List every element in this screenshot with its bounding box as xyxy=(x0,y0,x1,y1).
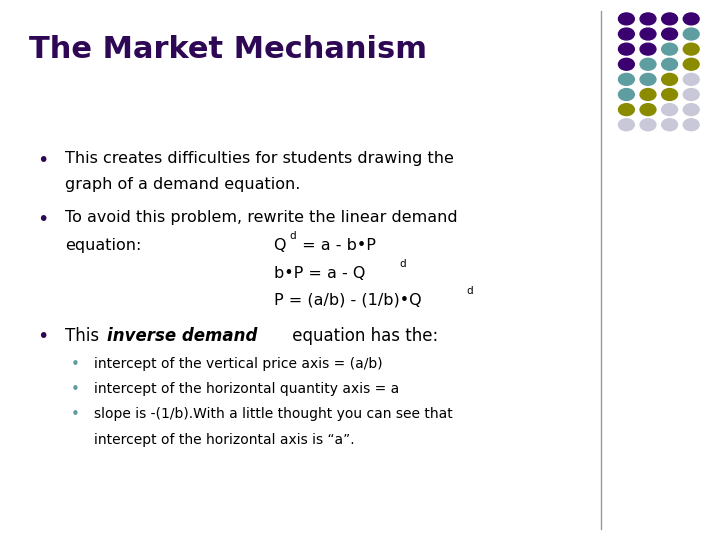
Circle shape xyxy=(640,89,656,100)
Text: •: • xyxy=(71,357,80,373)
Text: equation:: equation: xyxy=(65,238,141,253)
Circle shape xyxy=(640,73,656,85)
Text: d: d xyxy=(289,231,296,241)
Circle shape xyxy=(618,28,634,40)
Circle shape xyxy=(640,119,656,131)
Text: = a - b•P: = a - b•P xyxy=(297,238,376,253)
Text: This creates difficulties for students drawing the: This creates difficulties for students d… xyxy=(65,151,454,166)
Circle shape xyxy=(683,28,699,40)
Circle shape xyxy=(618,43,634,55)
Text: d: d xyxy=(467,286,473,296)
Text: •: • xyxy=(71,407,80,422)
Text: equation has the:: equation has the: xyxy=(287,327,438,345)
Circle shape xyxy=(683,119,699,131)
Circle shape xyxy=(618,119,634,131)
Text: intercept of the horizontal axis is “a”.: intercept of the horizontal axis is “a”. xyxy=(94,433,354,447)
Circle shape xyxy=(683,58,699,70)
Circle shape xyxy=(618,73,634,85)
Text: This: This xyxy=(65,327,104,345)
Text: d: d xyxy=(400,259,406,269)
Text: intercept of the vertical price axis = (a/b): intercept of the vertical price axis = (… xyxy=(94,357,382,372)
Text: slope is -(1/b).With a little thought you can see that: slope is -(1/b).With a little thought yo… xyxy=(94,407,452,421)
Circle shape xyxy=(683,43,699,55)
Circle shape xyxy=(662,58,678,70)
Circle shape xyxy=(683,73,699,85)
Circle shape xyxy=(640,58,656,70)
Text: graph of a demand equation.: graph of a demand equation. xyxy=(65,177,300,192)
Circle shape xyxy=(618,13,634,25)
Circle shape xyxy=(662,119,678,131)
Text: •: • xyxy=(37,151,49,170)
Circle shape xyxy=(662,13,678,25)
Circle shape xyxy=(662,89,678,100)
Circle shape xyxy=(662,28,678,40)
Circle shape xyxy=(640,43,656,55)
Circle shape xyxy=(662,43,678,55)
Circle shape xyxy=(683,89,699,100)
Text: inverse demand: inverse demand xyxy=(107,327,257,345)
Text: •: • xyxy=(71,382,80,397)
Text: P = (a/b) - (1/b)•Q: P = (a/b) - (1/b)•Q xyxy=(274,293,421,308)
Circle shape xyxy=(640,104,656,116)
Circle shape xyxy=(662,104,678,116)
Text: b•P = a - Q: b•P = a - Q xyxy=(274,266,365,281)
Circle shape xyxy=(640,13,656,25)
Circle shape xyxy=(618,58,634,70)
Circle shape xyxy=(618,104,634,116)
Circle shape xyxy=(683,13,699,25)
Text: The Market Mechanism: The Market Mechanism xyxy=(29,35,427,64)
Circle shape xyxy=(683,104,699,116)
Text: •: • xyxy=(37,327,49,346)
Circle shape xyxy=(618,89,634,100)
Circle shape xyxy=(640,28,656,40)
Text: Q: Q xyxy=(274,238,286,253)
Circle shape xyxy=(662,73,678,85)
Text: •: • xyxy=(37,210,49,228)
Text: intercept of the horizontal quantity axis = a: intercept of the horizontal quantity axi… xyxy=(94,382,399,396)
Text: To avoid this problem, rewrite the linear demand: To avoid this problem, rewrite the linea… xyxy=(65,210,457,225)
